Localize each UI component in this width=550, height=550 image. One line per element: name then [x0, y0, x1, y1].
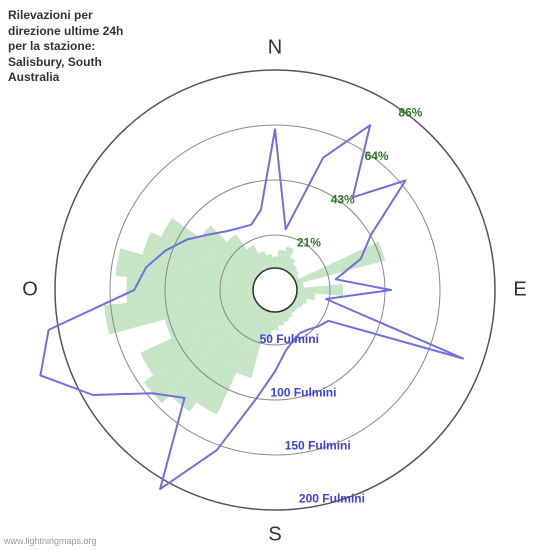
pct-label: 43%: [331, 192, 355, 206]
fulmini-label: 150 Fulmini: [285, 438, 351, 452]
fulmini-label: 200 Fulmini: [299, 492, 365, 506]
pct-label: 86%: [398, 106, 422, 120]
cardinal-n: N: [268, 36, 282, 58]
cardinal-e: E: [513, 278, 526, 300]
pct-label: 64%: [365, 149, 389, 163]
polar-chart: 21% 43% 64% 86% 50 Fulmini 100 Fulmini 150 Ful…: [0, 0, 550, 550]
center-hole: [253, 268, 297, 312]
watermark: www.lightningmaps.org: [4, 536, 97, 546]
cardinal-w: O: [22, 278, 38, 300]
pct-label: 21%: [297, 236, 321, 250]
fulmini-label: 50 Fulmini: [260, 332, 319, 346]
sector-bar: [272, 256, 278, 268]
cardinal-s: S: [268, 523, 281, 545]
fulmini-label: 100 Fulmini: [270, 385, 336, 399]
